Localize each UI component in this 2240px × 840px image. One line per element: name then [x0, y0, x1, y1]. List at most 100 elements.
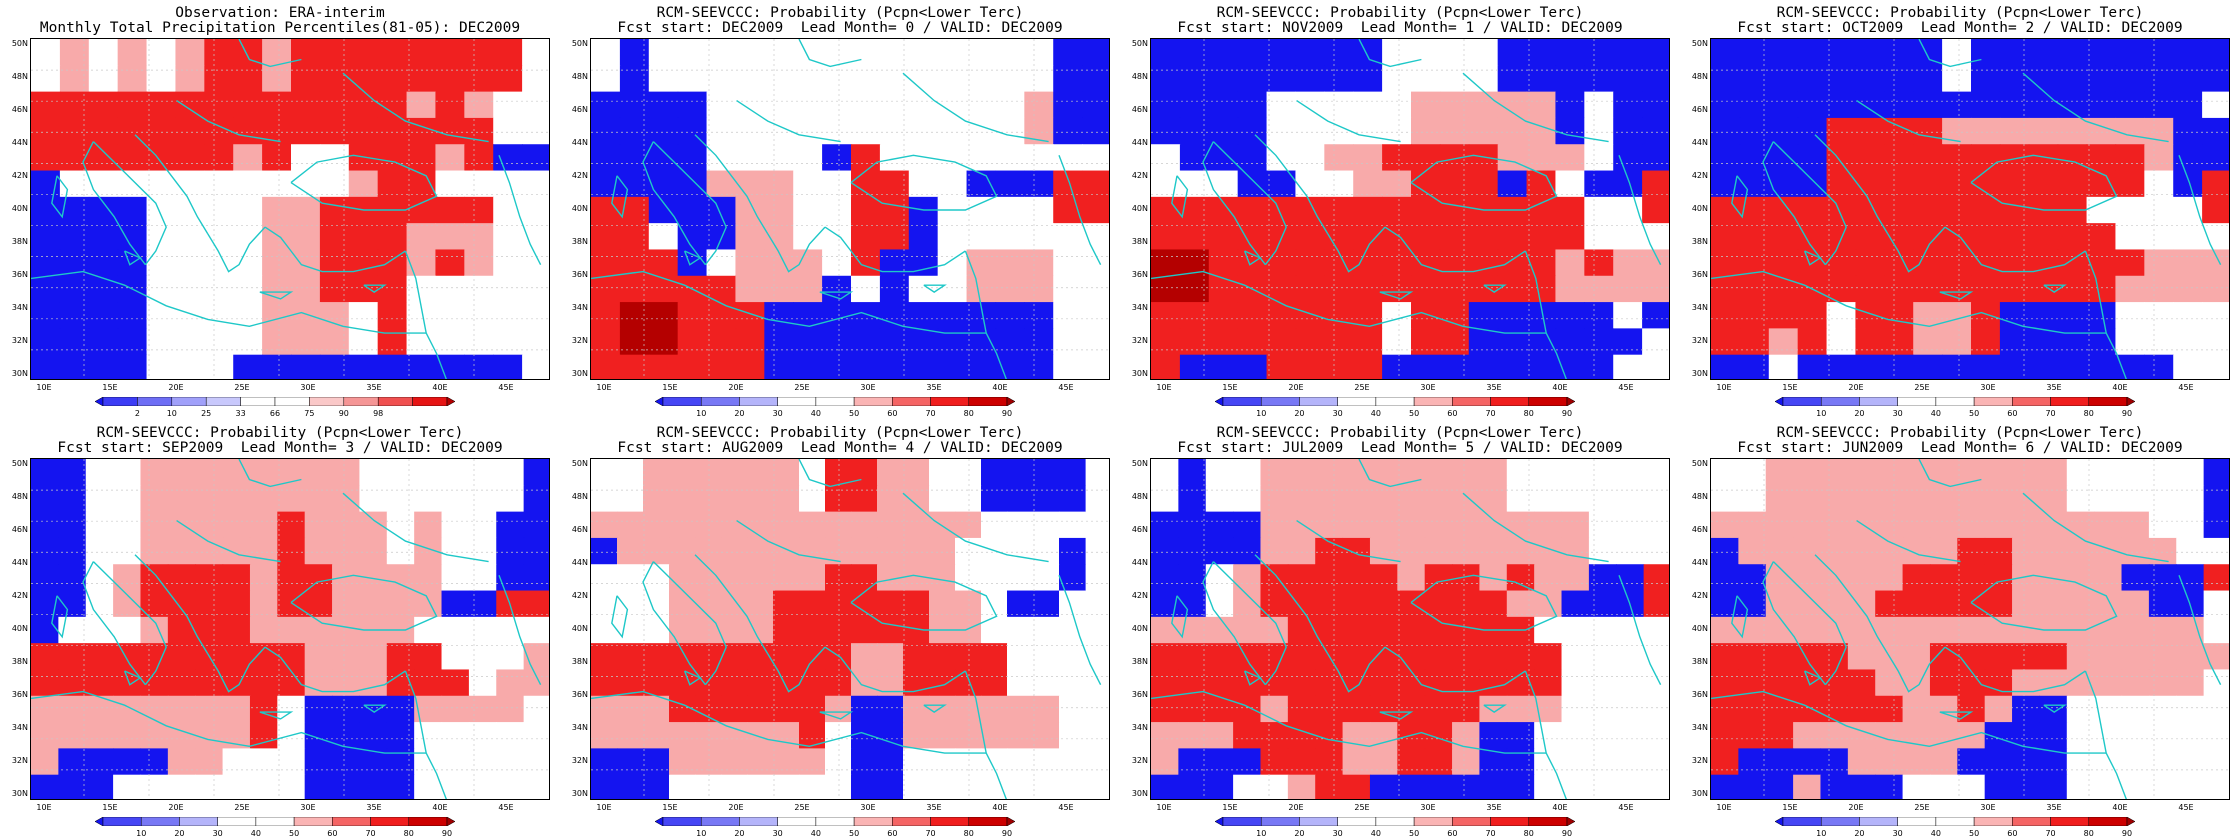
grid-cell — [695, 511, 722, 539]
grid-cell — [1765, 590, 1794, 618]
grid-cell — [2039, 669, 2068, 697]
grid-cell — [304, 643, 333, 671]
colorbar-segment — [446, 397, 455, 406]
coastline — [1296, 100, 1401, 143]
grid-cell — [1287, 695, 1316, 723]
grid-cell — [1820, 485, 1849, 513]
grid-cell — [2202, 39, 2229, 66]
grid-cell — [591, 39, 621, 66]
colorbar-segment — [171, 397, 207, 406]
grid-cell — [1324, 302, 1354, 329]
grid-cell — [1024, 196, 1054, 224]
grid-cell — [1233, 459, 1262, 486]
grid-cell — [117, 91, 148, 119]
grid-cell — [1411, 117, 1441, 145]
grid-cell — [995, 354, 1025, 379]
grid-cell — [1793, 695, 1822, 723]
grid-cell — [721, 722, 748, 749]
grid-cell — [414, 695, 443, 723]
grid-cell — [1497, 117, 1528, 145]
grid-cell — [414, 459, 443, 486]
grid-cell — [822, 144, 852, 172]
grid-cell — [1007, 485, 1034, 513]
latitude-label: 48N — [1131, 492, 1148, 501]
colorbar-label: 70 — [1485, 829, 1496, 838]
grid-cell — [648, 91, 679, 119]
grid-cell — [1260, 669, 1289, 697]
grid-cell — [908, 117, 939, 145]
grid-cell — [1315, 774, 1344, 799]
longitude-label: 25E — [794, 803, 810, 812]
grid-cell — [2039, 695, 2068, 723]
grid-cell — [1295, 223, 1325, 251]
grid-cell — [648, 328, 679, 356]
grid-cell — [2173, 91, 2203, 119]
longitude-label: 10E — [36, 383, 52, 392]
colorbar-segment — [446, 817, 455, 826]
grid-cell — [2173, 249, 2203, 277]
grid-cell — [1984, 564, 2013, 592]
grid-cell — [695, 485, 722, 513]
grid-cell — [1711, 302, 1741, 329]
grid-cell — [1929, 774, 1958, 799]
grid-cell — [1855, 117, 1885, 145]
colorbar-segment — [739, 817, 778, 826]
coastline — [964, 250, 987, 334]
grid-cell — [1382, 275, 1412, 303]
grid-cell — [1642, 302, 1669, 329]
colorbar-label: 60 — [887, 409, 898, 418]
grid-cell — [1024, 302, 1054, 329]
probability-grid — [591, 39, 1109, 379]
grid-cell — [1053, 170, 1083, 198]
grid-cell — [1561, 590, 1590, 618]
grid-cell — [2057, 275, 2088, 303]
coastline — [1327, 226, 1386, 273]
grid-cell — [1179, 223, 1210, 251]
grid-cell — [496, 748, 525, 776]
grid-cell — [851, 459, 878, 486]
grid-cell — [747, 511, 774, 539]
longitude-label: 30E — [860, 803, 876, 812]
panel-subtitle: Fcst start: NOV2009 Lead Month= 1 / VALI… — [1177, 20, 1623, 36]
colorbar-label: 2 — [134, 409, 140, 418]
grid-cell — [879, 170, 910, 198]
grid-cell — [1007, 669, 1034, 697]
grid-cell — [1479, 643, 1508, 671]
grid-cell — [2203, 748, 2229, 776]
colorbar-segment — [930, 817, 970, 826]
grid-cell — [1208, 144, 1239, 172]
coastline — [1814, 554, 1889, 655]
grid-cell — [1526, 91, 1557, 119]
grid-cell — [496, 669, 525, 697]
grid-cell — [522, 354, 549, 379]
grid-cell — [496, 695, 525, 723]
grid-cell — [522, 39, 549, 66]
coastline — [1814, 134, 1889, 235]
grid-cell — [1711, 459, 1739, 486]
colorbar — [95, 817, 455, 826]
grid-cell — [113, 616, 142, 644]
map-frame — [1150, 458, 1670, 800]
grid-cell — [522, 275, 549, 303]
colorbar-label: 20 — [1854, 829, 1865, 838]
grid-cell — [1205, 722, 1234, 749]
grid-cell — [304, 537, 333, 565]
coastline — [985, 752, 1007, 799]
grid-cell — [2202, 354, 2229, 379]
grid-cell — [793, 170, 823, 198]
grid-cell — [1179, 117, 1210, 145]
grid-cell — [1382, 144, 1412, 172]
grid-cell — [1826, 170, 1857, 198]
grid-cell — [1642, 249, 1669, 277]
grid-cell — [793, 249, 823, 277]
grid-cell — [1642, 39, 1669, 66]
longitude-label: 25E — [1354, 383, 1370, 392]
grid-cell — [1999, 328, 2030, 356]
grid-cell — [591, 564, 618, 592]
grid-cell — [233, 117, 263, 145]
grid-cell — [2028, 65, 2059, 93]
grid-cell — [1208, 196, 1239, 224]
grid-cell — [877, 485, 904, 513]
grid-cell — [1085, 774, 1109, 799]
coastline — [1918, 39, 1982, 68]
